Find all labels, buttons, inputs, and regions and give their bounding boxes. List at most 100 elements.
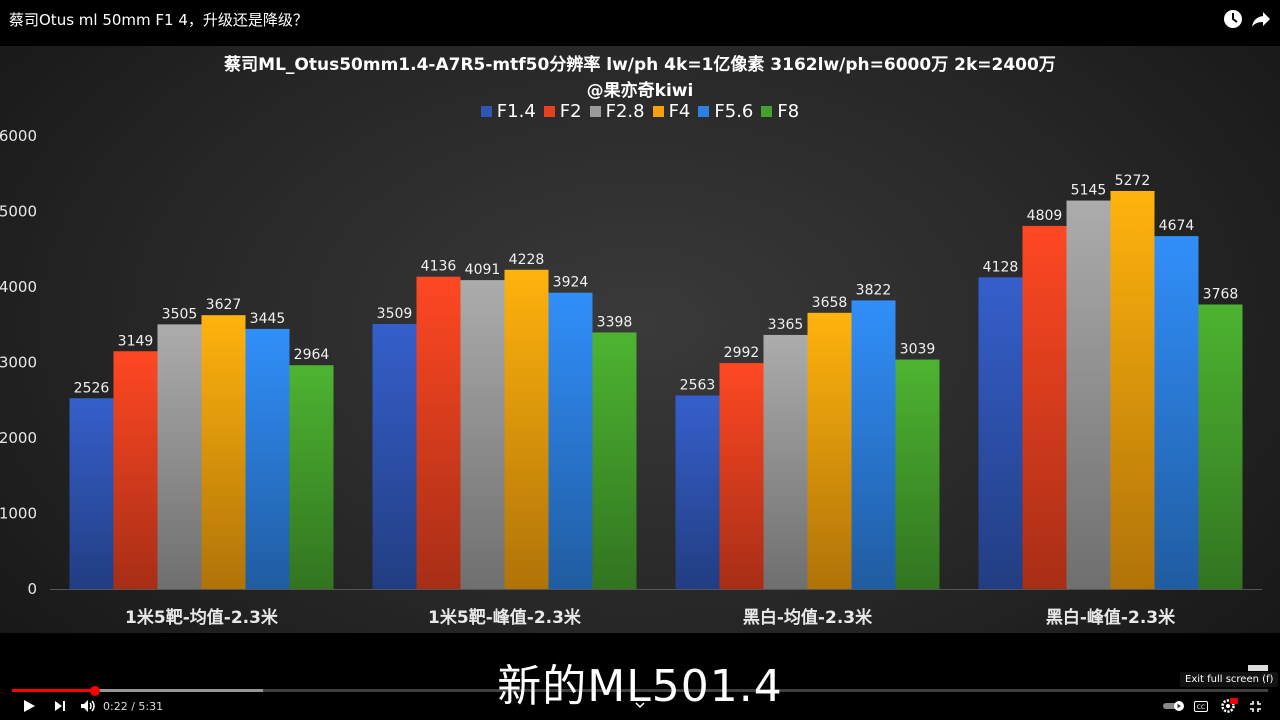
bar-value-label: 5145 xyxy=(1071,183,1107,199)
progress-scrubber[interactable] xyxy=(89,686,100,696)
exit-fullscreen-icon[interactable] xyxy=(1247,698,1263,714)
bar-f5-6 xyxy=(851,300,896,589)
legend-label: F2 xyxy=(559,101,582,122)
next-icon[interactable] xyxy=(52,698,68,714)
y-tick-label: 4000 xyxy=(0,278,37,296)
bar-value-label: 4228 xyxy=(509,252,545,268)
bar-value-label: 3398 xyxy=(597,314,633,330)
time-display: 0:22 / 5:31 xyxy=(103,700,164,713)
bar-f2 xyxy=(416,276,461,589)
bar-f4 xyxy=(807,312,852,589)
legend-swatch xyxy=(543,106,555,117)
video-title[interactable]: 蔡司Otus ml 50mm F1 4，升级还是降级？ xyxy=(9,11,308,29)
x-category-label: 黑白-均值-2.3米 xyxy=(743,607,873,628)
legend-swatch xyxy=(589,106,601,117)
y-tick-label: 1000 xyxy=(0,505,37,523)
bar-f8 xyxy=(289,365,334,589)
bar-value-label: 4136 xyxy=(421,259,457,275)
bar-value-label: 3445 xyxy=(250,311,286,327)
bar-f5-6 xyxy=(1154,236,1199,589)
bar-value-label: 2992 xyxy=(724,345,760,361)
bar-value-label: 3658 xyxy=(812,295,848,311)
progress-buffered xyxy=(12,689,264,692)
bar-f1-4 xyxy=(372,324,417,589)
bar-value-label: 3768 xyxy=(1203,287,1239,303)
bar-f4 xyxy=(201,315,246,589)
bar-f2-8 xyxy=(1066,200,1111,590)
bar-value-label: 4809 xyxy=(1027,208,1063,224)
legend-swatch xyxy=(480,106,492,117)
bar-value-label: 3149 xyxy=(118,333,154,349)
legend-swatch xyxy=(761,106,773,117)
bar-value-label: 2563 xyxy=(680,377,716,393)
progress-bar[interactable] xyxy=(12,689,1268,692)
bar-value-label: 4128 xyxy=(983,259,1019,275)
bar-value-label: 5272 xyxy=(1115,173,1151,189)
legend-item: F8 xyxy=(761,101,799,122)
legend-item: F2 xyxy=(543,101,582,122)
y-tick-label: 3000 xyxy=(0,354,37,372)
bar-value-label: 4674 xyxy=(1159,218,1195,234)
chart-legend: F1.4 F2 F2.8 F4 F5.6 F8 xyxy=(0,101,1280,122)
legend-label: F5.6 xyxy=(714,101,754,122)
legend-label: F8 xyxy=(777,101,800,122)
legend-item: F4 xyxy=(652,101,691,122)
bar-value-label: 3509 xyxy=(377,306,413,322)
bar-f8 xyxy=(592,332,637,589)
bar-f1-4 xyxy=(69,398,114,589)
bar-value-label: 3039 xyxy=(900,342,936,358)
bar-value-label: 2526 xyxy=(74,380,110,396)
bar-f5-6 xyxy=(548,292,593,589)
bar-value-label: 2964 xyxy=(294,347,330,363)
chart-title: 蔡司ML_Otus50mm1.4-A7R5-mtf50分辨率 lw/ph 4k=… xyxy=(224,55,1056,75)
bar-f8 xyxy=(895,359,940,589)
bar-value-label: 3365 xyxy=(768,317,804,333)
legend-item: F5.6 xyxy=(698,101,753,122)
cc-icon[interactable]: CC xyxy=(1193,698,1209,714)
x-category-label: 1米5靶-峰值-2.3米 xyxy=(428,607,582,628)
subtitle-band xyxy=(0,633,1280,720)
legend-label: F2.8 xyxy=(605,101,645,122)
chevron-down-icon[interactable] xyxy=(633,698,647,714)
bar-f4 xyxy=(1110,190,1155,590)
bar-f2 xyxy=(1022,225,1067,589)
fullscreen-tooltip: Exit full screen (f) xyxy=(1180,672,1279,687)
legend-swatch xyxy=(652,106,664,117)
gear-icon[interactable] xyxy=(1219,698,1239,714)
legend-item: F1.4 xyxy=(480,101,536,122)
bar-f1-4 xyxy=(978,277,1023,589)
x-category-label: 1米5靶-均值-2.3米 xyxy=(125,607,279,628)
bar-f2-8 xyxy=(460,280,505,589)
bar-f1-4 xyxy=(675,395,720,589)
share-arrow-icon[interactable] xyxy=(1250,8,1272,30)
y-tick-label: 5000 xyxy=(0,203,37,221)
legend-label: F1.4 xyxy=(496,101,536,122)
y-tick-label: 0 xyxy=(27,580,37,598)
progress-played xyxy=(12,689,95,692)
autoplay-toggle-icon[interactable] xyxy=(1162,698,1186,714)
volume-icon[interactable] xyxy=(79,698,97,714)
bar-f2-8 xyxy=(763,334,808,589)
x-category-label: 黑白-峰值-2.3米 xyxy=(1046,607,1176,628)
chart-subtitle: @果亦奇kiwi xyxy=(586,81,694,101)
y-tick-label: 6000 xyxy=(0,127,37,145)
legend-label: F4 xyxy=(668,101,691,122)
clock-icon[interactable] xyxy=(1222,8,1244,30)
svg-text:CC: CC xyxy=(1197,704,1205,711)
play-icon[interactable] xyxy=(20,698,38,714)
bar-value-label: 3822 xyxy=(856,282,892,298)
video-top-bar xyxy=(0,0,1280,46)
bar-f2 xyxy=(719,363,764,589)
bar-value-label: 3627 xyxy=(206,297,242,313)
y-tick-label: 2000 xyxy=(0,429,37,447)
bar-f5-6 xyxy=(245,328,290,589)
bar-f2-8 xyxy=(157,324,202,589)
bar-value-label: 3505 xyxy=(162,306,198,322)
bar-value-label: 3924 xyxy=(553,275,589,291)
legend-swatch xyxy=(698,106,710,117)
tooltip-pointer xyxy=(1248,665,1268,671)
bar-f8 xyxy=(1198,304,1243,589)
bar-f4 xyxy=(504,269,549,589)
video-caption: 新的ML501.4 xyxy=(497,661,783,712)
